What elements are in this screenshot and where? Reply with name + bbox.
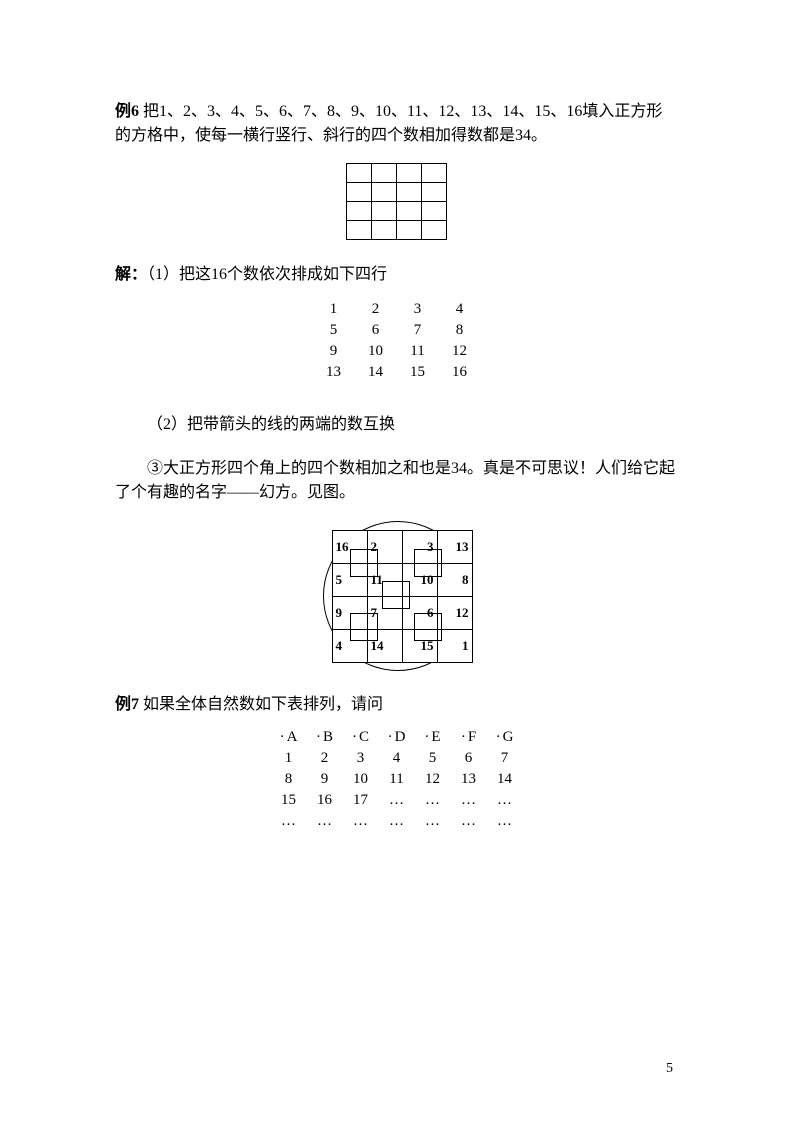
table-row: 8 9 10 11 12 13 14 — [271, 769, 523, 790]
overlay-square — [350, 549, 378, 577]
col-header: D — [379, 727, 415, 748]
cell: 6 — [355, 320, 397, 341]
cell: 13 — [437, 531, 472, 564]
cell: 12 — [437, 597, 472, 630]
table-header-row: A B C D E F G — [271, 727, 523, 748]
table-row: 5 6 7 8 — [313, 320, 481, 341]
col-header: E — [415, 727, 451, 748]
table-row: 1 2 3 4 — [313, 299, 481, 320]
overlay-square — [414, 613, 442, 641]
col-header: C — [343, 727, 379, 748]
cell: 3 — [343, 748, 379, 769]
overlay-square — [414, 549, 442, 577]
example6-text: 把1、2、3、4、5、6、7、8、9、10、11、12、13、14、15、16填… — [115, 103, 662, 144]
cell: … — [487, 811, 523, 832]
table-row: … … … … … … … — [271, 811, 523, 832]
cell: … — [343, 811, 379, 832]
cell: 13 — [451, 769, 487, 790]
cell: 16 — [307, 790, 343, 811]
cell: 1 — [437, 630, 472, 663]
example7-label: 例7 — [115, 696, 139, 713]
cell: … — [451, 790, 487, 811]
cell: 2 — [355, 299, 397, 320]
cell: 3 — [397, 299, 439, 320]
cell: 1 — [271, 748, 307, 769]
example6-label: 例6 — [115, 103, 139, 120]
cell: … — [307, 811, 343, 832]
cell: 9 — [313, 341, 355, 362]
cell: 7 — [487, 748, 523, 769]
abc-natural-numbers-table: A B C D E F G 1 2 3 4 5 6 7 8 9 10 11 12… — [271, 727, 523, 832]
cell: … — [379, 790, 415, 811]
step2-text: （2）把带箭头的线的两端的数互换 — [115, 413, 678, 437]
step3-text: ③大正方形四个角上的四个数相加之和也是34。真是不可思议！人们给它起了个有趣的名… — [115, 457, 678, 505]
empty-grid-figure — [115, 163, 678, 245]
cell: … — [379, 811, 415, 832]
cell: 11 — [397, 341, 439, 362]
table-row: 13 14 15 16 — [313, 362, 481, 383]
cell: 15 — [271, 790, 307, 811]
cell: 11 — [379, 769, 415, 790]
empty-grid-table — [346, 163, 447, 240]
cell: 8 — [271, 769, 307, 790]
cell: 14 — [487, 769, 523, 790]
overlay-square — [350, 613, 378, 641]
col-header: F — [451, 727, 487, 748]
cell: 4 — [439, 299, 481, 320]
example7-text: 如果全体自然数如下表排列，请问 — [139, 696, 383, 713]
step1-text: （1）把这16个数依次排成如下四行 — [147, 266, 387, 283]
table-row: 9 10 11 12 — [313, 341, 481, 362]
cell: 17 — [343, 790, 379, 811]
sequential-number-table: 1 2 3 4 5 6 7 8 9 10 11 12 13 14 15 16 — [313, 299, 481, 383]
col-header: B — [307, 727, 343, 748]
example6-paragraph: 例6 把1、2、3、4、5、6、7、8、9、10、11、12、13、14、15、… — [115, 100, 678, 148]
cell: 15 — [397, 362, 439, 383]
col-header: A — [271, 727, 307, 748]
cell: … — [487, 790, 523, 811]
example7-paragraph: 例7 如果全体自然数如下表排列，请问 — [115, 693, 678, 717]
cell: … — [451, 811, 487, 832]
cell: … — [415, 811, 451, 832]
cell: 14 — [355, 362, 397, 383]
table-row: 1 2 3 4 5 6 7 — [271, 748, 523, 769]
solution-label: 解： — [115, 266, 147, 283]
cell: 12 — [439, 341, 481, 362]
solution-step1: 解：（1）把这16个数依次排成如下四行 — [115, 263, 678, 287]
cell: … — [271, 811, 307, 832]
overlay-square — [382, 581, 410, 609]
cell: 12 — [415, 769, 451, 790]
cell: 1 — [313, 299, 355, 320]
cell: … — [415, 790, 451, 811]
cell: 5 — [313, 320, 355, 341]
cell: 10 — [343, 769, 379, 790]
cell: 9 — [307, 769, 343, 790]
col-header: G — [487, 727, 523, 748]
cell: 13 — [313, 362, 355, 383]
cell: 7 — [397, 320, 439, 341]
magic-square-figure: 16 2 3 13 5 11 10 8 9 7 6 12 4 14 15 1 — [307, 515, 487, 675]
empty-4x4-grid — [346, 163, 447, 240]
cell: 8 — [439, 320, 481, 341]
table-row: 15 16 17 … … … … — [271, 790, 523, 811]
cell: 10 — [355, 341, 397, 362]
cell: 6 — [451, 748, 487, 769]
cell: 5 — [415, 748, 451, 769]
cell: 8 — [437, 564, 472, 597]
cell: 2 — [307, 748, 343, 769]
page-number: 5 — [666, 1061, 673, 1077]
cell: 4 — [379, 748, 415, 769]
cell: 16 — [439, 362, 481, 383]
page-container: 例6 把1、2、3、4、5、6、7、8、9、10、11、12、13、14、15、… — [0, 0, 793, 1122]
